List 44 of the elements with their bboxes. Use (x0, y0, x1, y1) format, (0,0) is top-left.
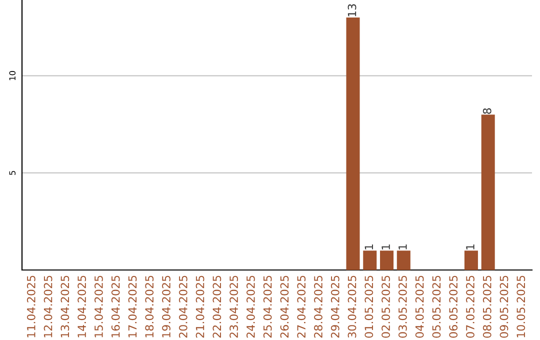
x-tick-label: 17.04.2025 (128, 276, 137, 338)
y-tick-label: 10 (9, 71, 16, 80)
bar (346, 17, 360, 270)
x-tick-label: 24.04.2025 (246, 276, 255, 338)
x-tick-label: 13.04.2025 (60, 276, 70, 338)
x-tick-label: 05.05.2025 (432, 276, 441, 338)
bar (363, 250, 377, 270)
data-label: 1 (364, 244, 373, 250)
x-tick-label: 26.04.2025 (280, 276, 289, 338)
x-tick-label: 09.05.2025 (500, 276, 508, 338)
x-tick-label: 20.04.2025 (178, 276, 188, 338)
data-label: 13 (348, 4, 356, 16)
bar (396, 250, 410, 270)
x-tick-label: 10.05.2025 (516, 276, 526, 338)
x-tick-label: 30.04.2025 (348, 276, 356, 338)
x-tick-label: 01.05.2025 (364, 276, 374, 338)
data-label: 1 (466, 244, 474, 250)
x-tick-label: 23.04.2025 (230, 276, 238, 338)
x-tick-label: 18.04.2025 (145, 276, 154, 338)
x-tick-label: 19.04.2025 (162, 276, 170, 338)
x-tick-label: 27.04.2025 (297, 276, 306, 338)
x-tick-label: 22.04.2025 (212, 276, 222, 338)
y-tick-label: 5 (9, 170, 16, 175)
x-tick-label: 02.05.2025 (382, 276, 390, 338)
x-tick-label: 11.04.2025 (26, 276, 36, 338)
bar (464, 250, 478, 270)
x-tick-label: 03.05.2025 (398, 276, 407, 338)
x-tick-label: 04.05.2025 (415, 276, 424, 338)
x-tick-label: 06.05.2025 (449, 276, 458, 338)
x-tick-label: 14.04.2025 (78, 276, 86, 338)
bar (380, 250, 394, 270)
x-tick-label: 25.04.2025 (263, 276, 272, 338)
x-tick-label: 15.04.2025 (94, 276, 103, 338)
x-tick-label: 16.04.2025 (111, 276, 120, 338)
x-tick-label: 28.04.2025 (314, 276, 322, 338)
x-tick-label: 07.05.2025 (466, 276, 474, 338)
x-tick-label: 12.04.2025 (44, 276, 52, 338)
x-tick-label: 21.04.2025 (196, 276, 204, 338)
x-tick-label: 29.04.2025 (330, 276, 340, 338)
x-tick-label: 08.05.2025 (482, 276, 492, 338)
data-label: 1 (382, 244, 390, 250)
bar (481, 114, 495, 270)
data-label: 1 (398, 244, 407, 250)
data-label: 8 (482, 108, 492, 114)
